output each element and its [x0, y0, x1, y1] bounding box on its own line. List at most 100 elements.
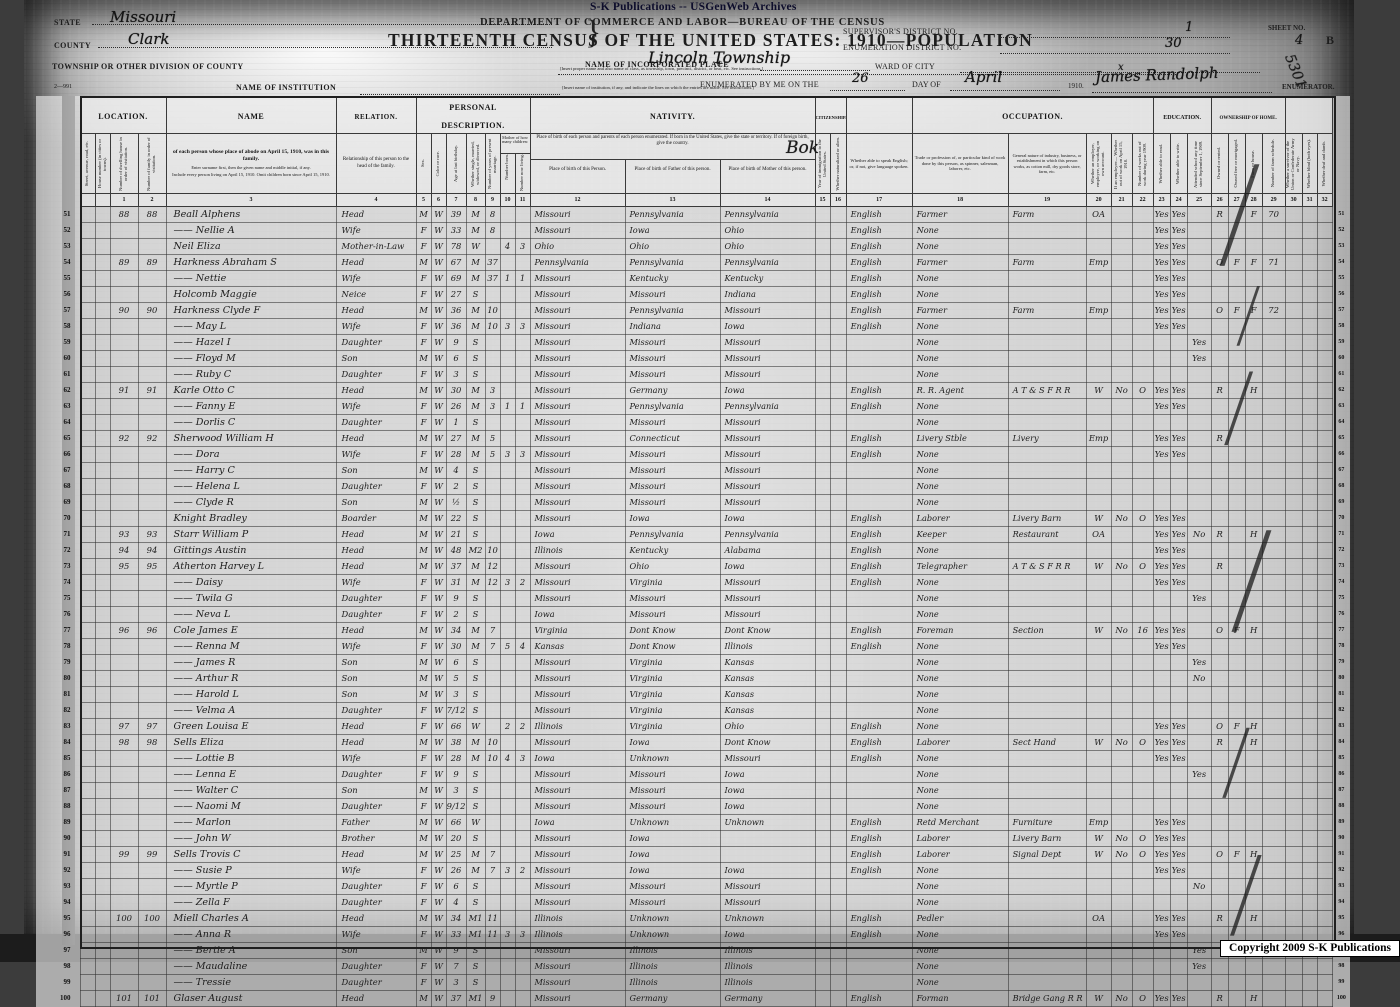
- cell: [1110, 590, 1133, 607]
- nativity-columns-header: Place of birth of each person and parent…: [529, 133, 816, 194]
- cell: [514, 334, 531, 351]
- cell: [1007, 478, 1087, 495]
- cell: Missouri: [529, 478, 626, 495]
- cell: [1186, 414, 1212, 431]
- table-row: 69 —— Clyde R Son M W ½ S Missouri Missouri Misso…: [36, 494, 1350, 511]
- cell: Missouri: [529, 318, 626, 335]
- cell: W: [430, 446, 447, 463]
- cell: Furniture: [1007, 814, 1087, 831]
- cell: Laborer: [911, 830, 1009, 847]
- line-number: 67: [63, 466, 71, 474]
- cell: [499, 462, 516, 479]
- cell: [137, 766, 167, 783]
- cell: None: [911, 654, 1009, 671]
- cell: [79, 798, 96, 815]
- cell: Yes: [1169, 814, 1188, 831]
- cell: [1261, 958, 1286, 975]
- cell: Missouri: [529, 350, 626, 367]
- cell: [1261, 222, 1286, 239]
- cell: Illinois: [624, 974, 721, 991]
- cell: Yes: [1186, 350, 1212, 367]
- table-row: 64 —— Dorlis C Daughter F W 1 S Missouri Missour…: [36, 414, 1350, 431]
- cell: Dont Know: [719, 734, 816, 751]
- relation-column-header: Relationship of this person to the head …: [335, 133, 417, 194]
- cell: [1316, 446, 1333, 463]
- cell: [1131, 526, 1154, 543]
- cell: [1085, 958, 1112, 975]
- table-row: 91 99 99 Sells Trovis C Head M W 25 M 7 Missouri Io…: [36, 846, 1350, 863]
- street-column-header: Street, avenue, road, etc.: [79, 133, 96, 194]
- cell: Missouri: [624, 494, 721, 511]
- cell: [137, 670, 167, 687]
- line-number: 99: [63, 978, 71, 986]
- cell: Missouri: [719, 430, 816, 447]
- cell: S: [465, 526, 486, 543]
- cell: [94, 910, 111, 927]
- cell: [845, 462, 913, 479]
- cell: W: [430, 638, 447, 655]
- line-number: 86: [1338, 771, 1345, 777]
- table-row: 59 —— Hazel I Daughter F W 9 S Missouri Missouri…: [36, 334, 1350, 351]
- cell: [814, 878, 831, 895]
- cell: None: [911, 942, 1009, 959]
- line-number: 94: [63, 898, 71, 906]
- cell: [1131, 238, 1154, 255]
- line-number: 88: [63, 802, 71, 810]
- cell: 11: [484, 910, 501, 927]
- form-number-note: 2—991: [54, 84, 72, 90]
- naturalized-column-header: Whether naturalized or alien.: [829, 133, 847, 194]
- cell: [814, 526, 831, 543]
- cell: [845, 942, 913, 959]
- line-number: 59: [1338, 339, 1345, 345]
- column-numbers-container: LOCATION. NAME RELATION. PERSONAL DESCRI…: [36, 96, 1350, 207]
- cell: [499, 830, 516, 847]
- cell: [829, 974, 847, 991]
- cell: [1316, 414, 1333, 431]
- cell: None: [911, 494, 1009, 511]
- cell: None: [911, 478, 1009, 495]
- cell: [79, 542, 96, 559]
- cell: [1110, 670, 1133, 687]
- cell: [94, 606, 111, 623]
- cell: [94, 814, 111, 831]
- cell: [1007, 494, 1087, 511]
- cell: —— Hazel I: [165, 334, 337, 351]
- cell: [829, 526, 847, 543]
- cell: [137, 814, 167, 831]
- cell: Starr William P: [165, 526, 337, 543]
- cell: [1301, 798, 1318, 815]
- cell: 3: [499, 318, 516, 335]
- sheet-value: 4: [1295, 33, 1304, 48]
- cell: M: [415, 254, 432, 271]
- cell: Missouri: [624, 286, 721, 303]
- cell: [1261, 318, 1286, 335]
- line-number: 70: [1338, 515, 1345, 521]
- cell: [1227, 446, 1246, 463]
- cell: [79, 670, 96, 687]
- cell: [94, 558, 111, 575]
- cell: [1110, 750, 1133, 767]
- cell: Kentucky: [624, 542, 721, 559]
- cell: Head: [335, 734, 417, 751]
- cell: None: [911, 238, 1009, 255]
- cell: [814, 798, 831, 815]
- cell: [137, 894, 167, 911]
- line-number: 100: [1336, 995, 1346, 1001]
- cell: [79, 958, 96, 975]
- cell: Glaser August: [165, 990, 337, 1007]
- cell: —— Naomi M: [165, 798, 337, 815]
- cell: Iowa: [624, 862, 721, 879]
- table-row: 97 —— Bertie A Son M W 9 S Missouri Illinois Illi…: [36, 942, 1350, 959]
- cell: Ohio: [719, 238, 816, 255]
- cell: [1301, 894, 1318, 911]
- cell: Head: [335, 526, 417, 543]
- line-number: 72: [1338, 547, 1345, 553]
- cell: [1131, 894, 1154, 911]
- cell: [1169, 942, 1188, 959]
- tally-slash-mark: ╱: [1226, 371, 1252, 445]
- cell: [845, 590, 913, 607]
- cell: [1169, 974, 1188, 991]
- cell: [514, 942, 531, 959]
- cell: Head: [335, 206, 417, 223]
- cell: [1169, 606, 1188, 623]
